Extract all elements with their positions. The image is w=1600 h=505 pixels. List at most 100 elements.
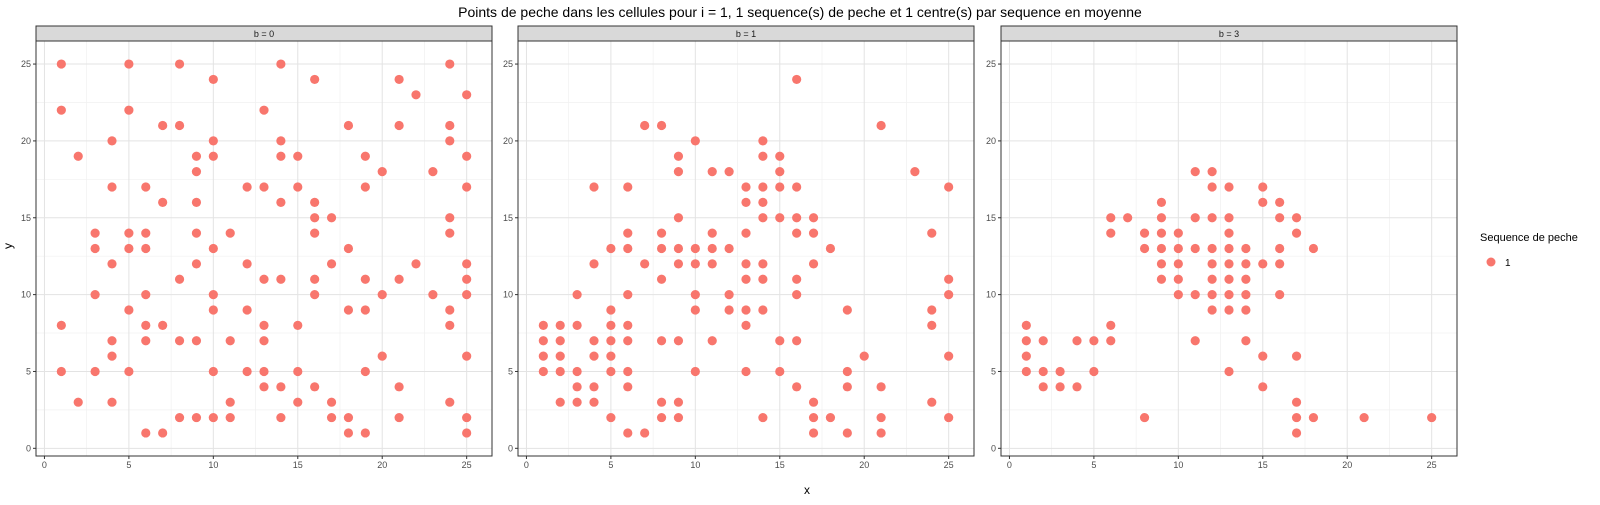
data-point (394, 274, 404, 284)
data-point (242, 182, 252, 192)
data-point (538, 351, 548, 361)
data-point (606, 412, 616, 423)
data-point (462, 151, 472, 161)
data-point (589, 397, 599, 407)
data-point (555, 336, 565, 346)
data-point (428, 167, 438, 177)
data-point (1224, 290, 1234, 300)
y-tick-label: 0 (26, 443, 31, 453)
data-point (1275, 213, 1285, 223)
data-point (623, 366, 633, 377)
data-point (572, 320, 582, 330)
data-point (141, 243, 151, 254)
data-point (944, 351, 954, 361)
data-point (462, 274, 472, 284)
data-point (606, 243, 616, 254)
data-point (673, 151, 684, 161)
data-point (174, 336, 185, 346)
panel-1: b = 0 0 5 10 15 20 25 0 5 10 15 20 25 (21, 25, 493, 470)
data-point (124, 105, 134, 115)
data-point (360, 151, 370, 161)
data-point (1207, 243, 1217, 254)
data-point (56, 59, 66, 69)
data-point (445, 397, 455, 407)
data-point (792, 274, 802, 284)
data-point (1021, 351, 1031, 361)
data-point (141, 290, 151, 300)
data-point (690, 259, 700, 269)
data-point (191, 228, 202, 238)
data-point (326, 397, 337, 407)
data-point (411, 259, 421, 269)
data-point (1427, 412, 1437, 423)
data-point (56, 320, 66, 330)
data-point (276, 274, 286, 284)
legend-label-1: 1 (1505, 258, 1511, 269)
data-point (343, 120, 354, 131)
data-point (343, 412, 354, 423)
data-point (792, 213, 802, 223)
data-point (326, 213, 337, 223)
x-tick-label: 25 (1427, 460, 1437, 470)
data-point (927, 397, 937, 407)
data-point (673, 336, 684, 346)
data-point (741, 305, 751, 315)
data-point (208, 412, 218, 423)
data-point (792, 290, 802, 300)
data-point (572, 382, 582, 392)
data-point (538, 366, 548, 377)
data-point (1224, 366, 1234, 377)
data-point (741, 182, 751, 192)
x-tick-label: 0 (524, 460, 529, 470)
panel-border (517, 40, 975, 457)
data-point (208, 290, 218, 300)
data-point (623, 228, 633, 238)
data-point (208, 366, 218, 377)
data-point (1106, 228, 1116, 238)
data-point (225, 397, 235, 407)
data-point (927, 228, 937, 238)
data-point (90, 290, 100, 300)
data-point (1258, 197, 1268, 207)
data-point (191, 197, 202, 207)
data-point (445, 59, 455, 69)
data-point (310, 274, 320, 284)
data-point (360, 182, 370, 192)
data-point (124, 243, 134, 254)
data-point (276, 412, 286, 423)
data-point (623, 382, 633, 392)
data-point (808, 228, 819, 238)
data-point (656, 120, 667, 131)
data-point (656, 228, 667, 238)
data-point (276, 151, 286, 161)
data-point (462, 290, 472, 300)
data-point (792, 228, 802, 238)
chart-title: Points de peche dans les cellules pour i… (458, 4, 1142, 20)
data-point (1156, 228, 1167, 238)
data-point (589, 182, 599, 192)
data-point (141, 428, 151, 438)
data-point (808, 259, 819, 269)
data-point (462, 412, 472, 423)
data-point (758, 412, 768, 423)
data-point (1190, 336, 1200, 346)
data-point (293, 366, 303, 377)
data-point (1291, 412, 1302, 423)
data-point (242, 366, 252, 377)
data-point (107, 136, 117, 146)
data-point (944, 412, 954, 423)
data-point (1190, 167, 1200, 177)
data-point (225, 412, 235, 423)
data-point (656, 336, 667, 346)
data-point (1021, 366, 1031, 377)
data-point (1156, 197, 1167, 207)
data-point (1207, 305, 1217, 315)
data-point (191, 412, 202, 423)
data-point (555, 397, 565, 407)
data-point (1207, 259, 1217, 269)
data-point (107, 182, 117, 192)
data-point (910, 167, 920, 177)
data-point (174, 274, 185, 284)
data-point (141, 182, 151, 192)
